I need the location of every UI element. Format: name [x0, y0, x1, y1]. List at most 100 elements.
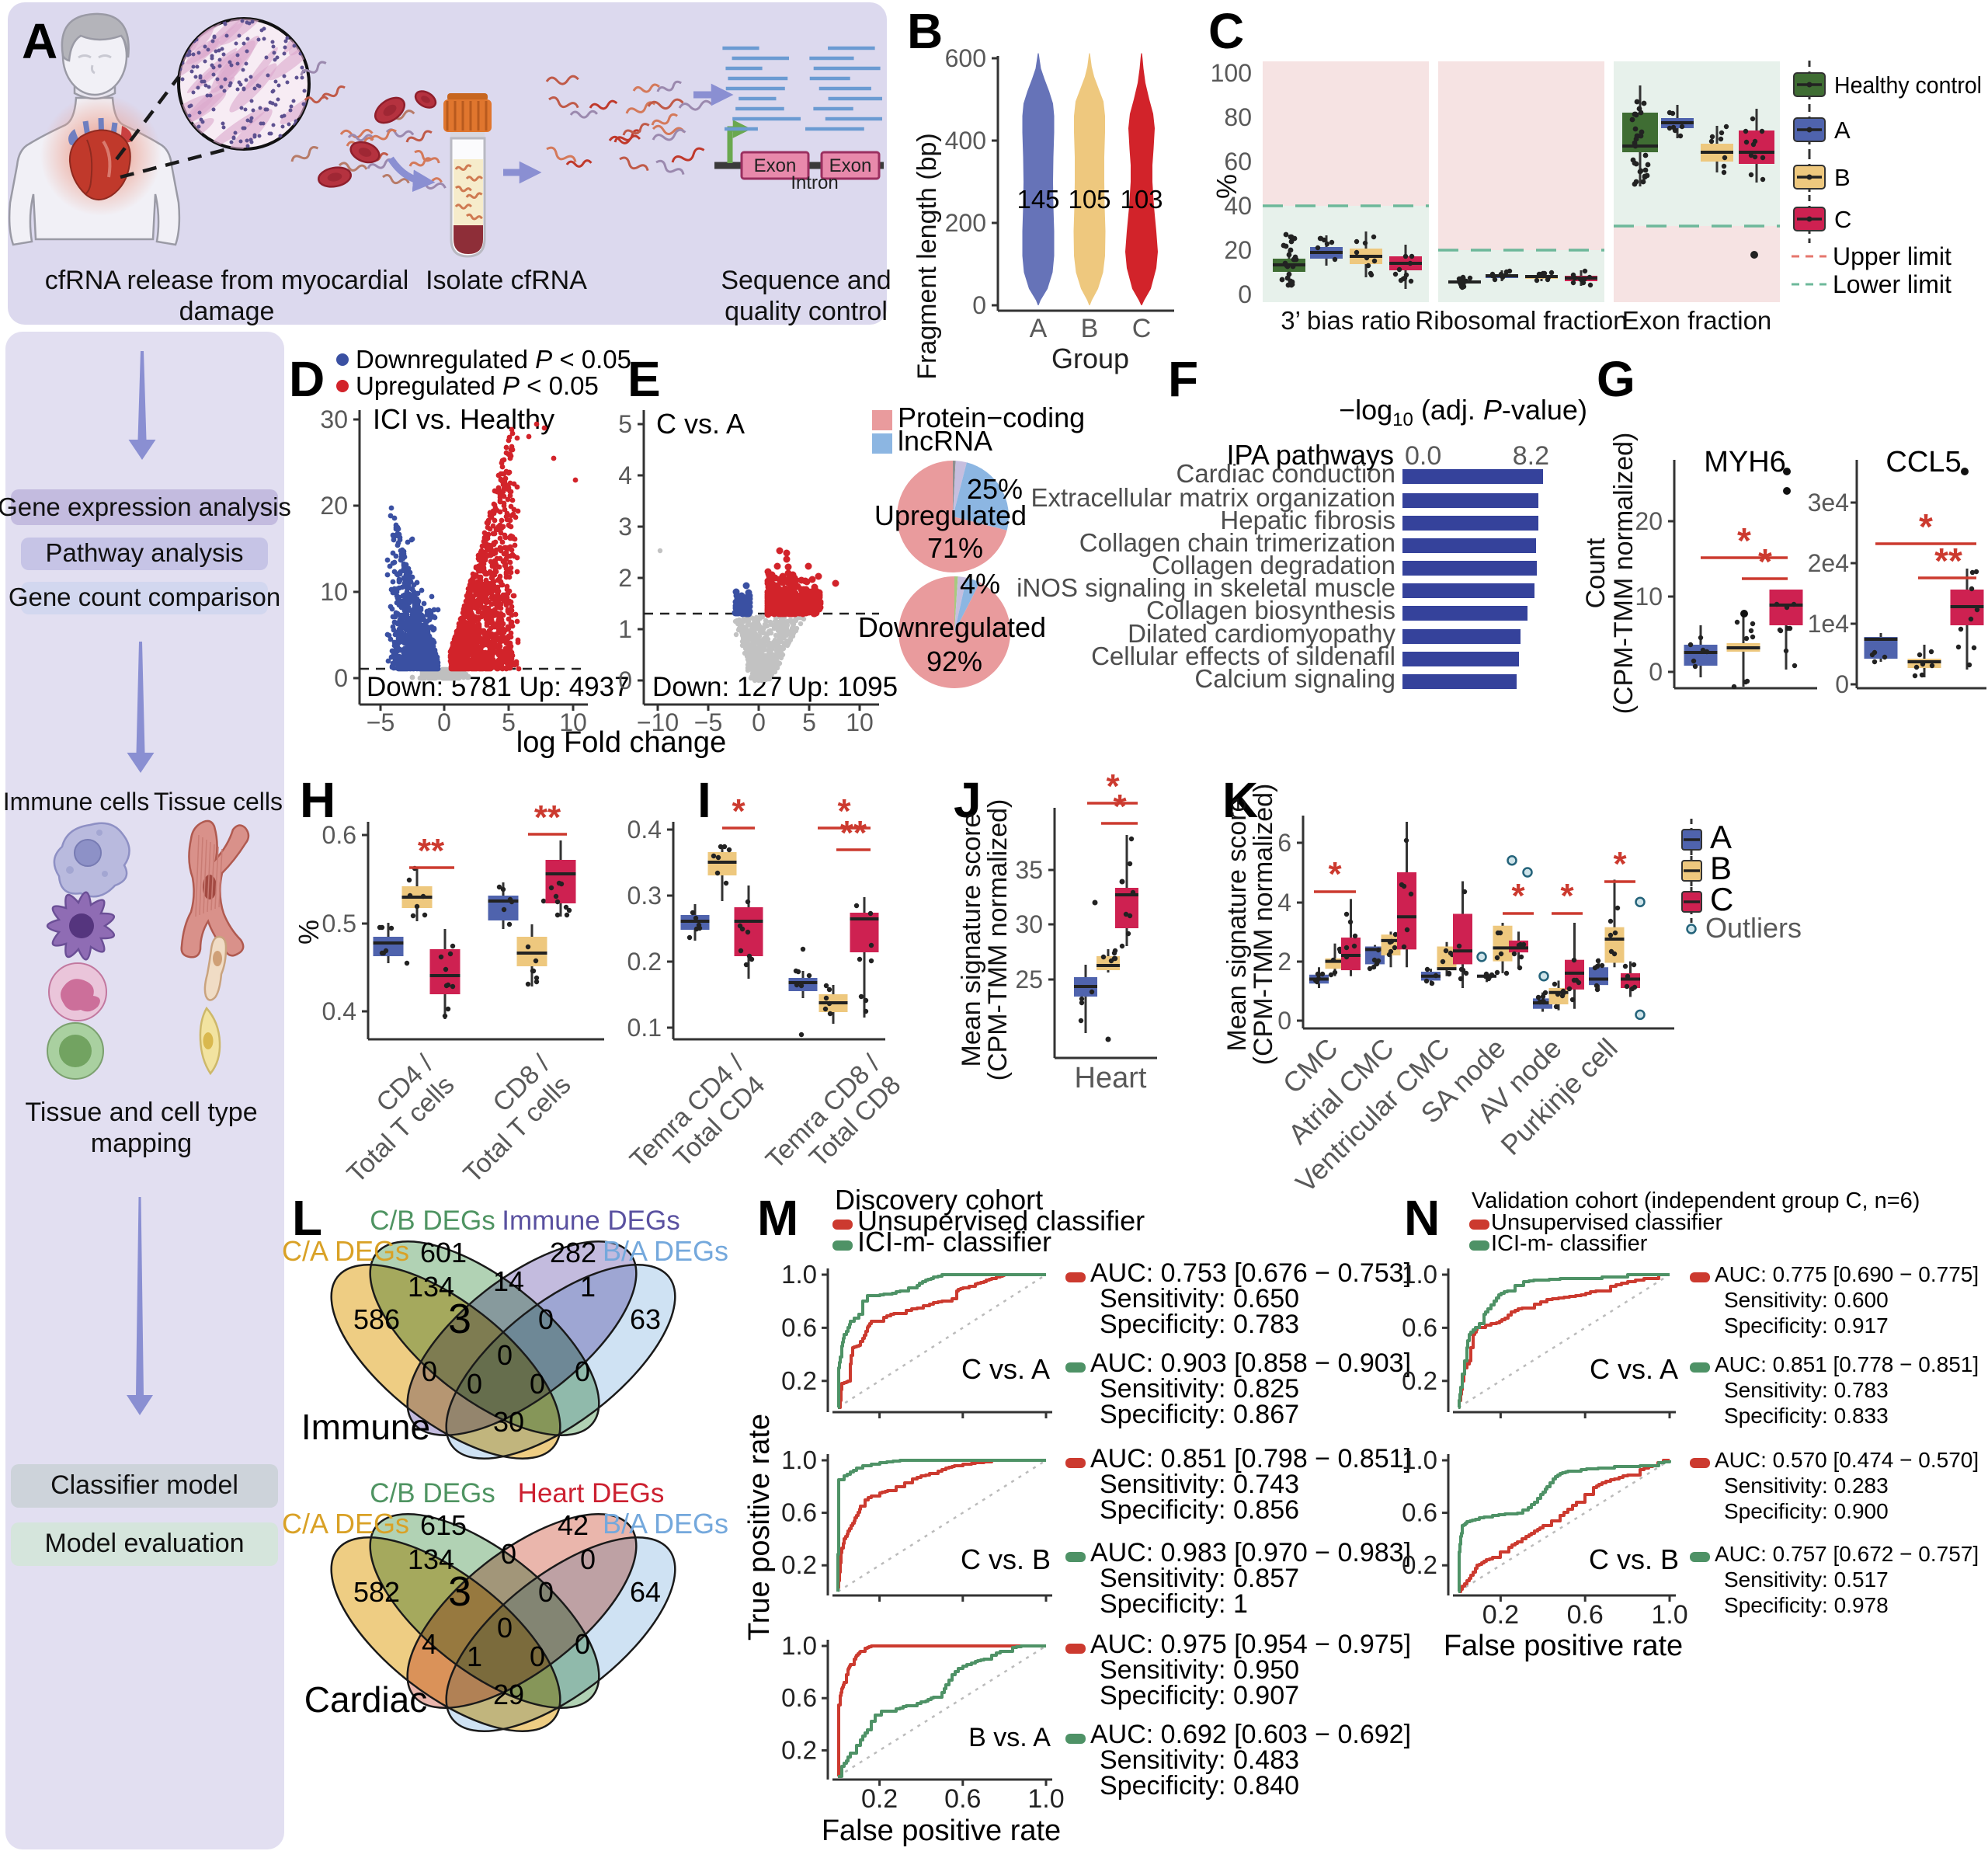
svg-text:0.6: 0.6 — [781, 1683, 817, 1712]
svg-text:0: 0 — [580, 1543, 596, 1575]
svg-text:600: 600 — [945, 44, 986, 72]
svg-text:71%: 71% — [927, 532, 983, 564]
svg-text:0: 0 — [1649, 658, 1663, 686]
svg-text:L: L — [292, 1190, 322, 1246]
svg-text:1: 1 — [618, 615, 632, 643]
svg-text:False positive rate: False positive rate — [1444, 1630, 1683, 1662]
svg-text:Specificity: 1: Specificity: 1 — [1100, 1589, 1248, 1619]
svg-text:*: * — [1919, 506, 1933, 547]
svg-text:A: A — [1030, 314, 1048, 343]
svg-text:0: 0 — [422, 1355, 437, 1387]
svg-text:Ribosomal fraction: Ribosomal fraction — [1415, 306, 1627, 335]
svg-text:*: * — [1106, 767, 1120, 805]
svg-text:C vs. A: C vs. A — [1590, 1353, 1678, 1385]
svg-text:C: C — [1710, 881, 1733, 917]
svg-text:1e4: 1e4 — [1808, 610, 1849, 638]
svg-text:1: 1 — [467, 1641, 482, 1672]
svg-text:3’ bias ratio: 3’ bias ratio — [1281, 306, 1411, 335]
svg-text:25%: 25% — [967, 473, 1023, 505]
svg-text:3: 3 — [448, 1296, 471, 1342]
svg-text:A: A — [22, 13, 57, 69]
svg-text:B: B — [907, 3, 943, 59]
svg-text:6: 6 — [1277, 829, 1291, 857]
svg-text:0: 0 — [1238, 280, 1252, 308]
svg-text:Hepatic fibrosis: Hepatic fibrosis — [1220, 506, 1395, 534]
svg-text:C: C — [1132, 314, 1152, 343]
svg-text:3: 3 — [618, 513, 632, 541]
svg-text:145: 145 — [1017, 185, 1059, 214]
svg-text:40: 40 — [1224, 192, 1252, 220]
svg-text:A: A — [1834, 117, 1851, 144]
svg-text:3: 3 — [448, 1568, 471, 1615]
svg-text:0.5: 0.5 — [322, 910, 356, 938]
svg-text:AUC: 0.851 [0.798 − 0.851]: AUC: 0.851 [0.798 − 0.851] — [1090, 1444, 1411, 1474]
svg-text:−log10 (adj. P-value): −log10 (adj. P-value) — [1339, 394, 1587, 430]
svg-text:0.0: 0.0 — [1405, 441, 1441, 471]
svg-text:quality control: quality control — [725, 297, 888, 326]
svg-text:(CPM-TMM normalized): (CPM-TMM normalized) — [1609, 433, 1639, 715]
svg-text:0: 0 — [1277, 1007, 1291, 1035]
svg-text:1.0: 1.0 — [1027, 1784, 1064, 1814]
svg-text:C vs. B: C vs. B — [961, 1543, 1051, 1575]
svg-text:Cardiac: Cardiac — [304, 1679, 428, 1720]
svg-text:Sensitivity: 0.283: Sensitivity: 0.283 — [1724, 1474, 1889, 1498]
svg-text:0: 0 — [752, 708, 766, 736]
svg-text:%: % — [293, 920, 325, 945]
svg-text:10: 10 — [1635, 583, 1663, 611]
svg-text:−10: −10 — [637, 708, 679, 736]
svg-text:4%: 4% — [960, 568, 1000, 600]
svg-text:Downregulated: Downregulated — [858, 611, 1046, 643]
svg-text:64: 64 — [630, 1576, 661, 1608]
svg-text:ICI-m- classifier: ICI-m- classifier — [1491, 1231, 1648, 1256]
svg-text:3e4: 3e4 — [1808, 489, 1849, 517]
svg-text:Down: 5781 Up: 4937: Down: 5781 Up: 4937 — [367, 672, 630, 702]
svg-text:0.2: 0.2 — [1402, 1366, 1437, 1395]
svg-text:IPA pathways: IPA pathways — [1227, 439, 1394, 471]
svg-text:*: * — [837, 792, 851, 830]
svg-text:1.0: 1.0 — [781, 1446, 817, 1474]
svg-text:Immune DEGs: Immune DEGs — [502, 1206, 680, 1236]
svg-text:Collagen degradation: Collagen degradation — [1152, 551, 1395, 579]
svg-text:1.0: 1.0 — [1402, 1446, 1437, 1474]
svg-text:0.4: 0.4 — [322, 997, 356, 1025]
svg-text:Outliers: Outliers — [1705, 912, 1802, 944]
svg-text:63: 63 — [630, 1303, 661, 1335]
svg-text:0: 0 — [530, 1368, 545, 1400]
svg-text:0.3: 0.3 — [627, 882, 662, 910]
svg-text:Immune: Immune — [301, 1407, 430, 1447]
svg-text:**: ** — [1934, 541, 1962, 581]
svg-text:C: C — [1208, 3, 1244, 59]
svg-text:0.2: 0.2 — [627, 948, 662, 976]
svg-text:%: % — [1211, 174, 1242, 199]
svg-text:2e4: 2e4 — [1808, 549, 1849, 577]
svg-text:A: A — [1710, 819, 1732, 855]
svg-text:Sensitivity: 0.483: Sensitivity: 0.483 — [1100, 1745, 1299, 1775]
svg-text:lncRNA: lncRNA — [898, 425, 992, 457]
svg-text:B: B — [1710, 850, 1732, 886]
svg-text:Group: Group — [1051, 343, 1129, 374]
svg-text:0.1: 0.1 — [627, 1014, 662, 1042]
svg-text:0: 0 — [497, 1612, 513, 1644]
svg-text:ICI-m- classifier: ICI-m- classifier — [857, 1226, 1051, 1258]
svg-text:Model evaluation: Model evaluation — [44, 1529, 244, 1558]
svg-text:Collagen chain trimerization: Collagen chain trimerization — [1079, 528, 1395, 557]
svg-text:0: 0 — [467, 1368, 482, 1400]
svg-text:200: 200 — [945, 209, 986, 237]
svg-text:Upregulated P < 0.05: Upregulated P < 0.05 — [356, 371, 599, 400]
svg-text:I: I — [697, 772, 711, 828]
svg-text:mapping: mapping — [91, 1129, 192, 1158]
svg-text:M: M — [757, 1190, 798, 1246]
svg-text:E: E — [627, 351, 661, 407]
svg-text:Isolate cfRNA: Isolate cfRNA — [426, 266, 587, 295]
svg-text:30: 30 — [493, 1406, 524, 1438]
svg-text:134: 134 — [408, 1543, 454, 1575]
svg-text:25: 25 — [1015, 966, 1043, 993]
svg-text:damage: damage — [179, 297, 275, 326]
svg-text:4: 4 — [1277, 889, 1291, 917]
svg-text:Sensitivity: 0.783: Sensitivity: 0.783 — [1724, 1378, 1889, 1402]
svg-text:1.0: 1.0 — [781, 1631, 817, 1660]
svg-text:C/A DEGs: C/A DEGs — [282, 1235, 409, 1267]
svg-text:Mean signature score: Mean signature score — [957, 813, 986, 1067]
svg-text:29: 29 — [493, 1679, 524, 1710]
svg-text:Cardiac conduction: Cardiac conduction — [1176, 459, 1396, 488]
